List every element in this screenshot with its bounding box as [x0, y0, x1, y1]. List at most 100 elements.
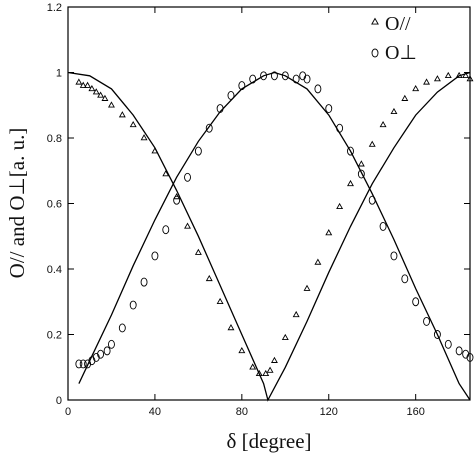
data-point-o-parallel [368, 140, 376, 147]
data-point-o-perp [368, 195, 376, 205]
legend-circle-marker [371, 48, 379, 58]
data-point-o-perp [423, 316, 430, 326]
data-point-o-perp [303, 74, 311, 84]
data-point-o-parallel [205, 274, 213, 282]
data-point-o-parallel [379, 120, 387, 128]
data-point-o-parallel [238, 346, 246, 354]
x-tick-label: 120 [320, 406, 338, 418]
legend-marker-triangle [371, 17, 379, 25]
data-point-o-parallel [412, 84, 420, 92]
data-point-o-perp [433, 330, 441, 339]
data-point-o-parallel [270, 356, 278, 363]
data-point-o-perp [466, 352, 474, 362]
data-point-o-parallel [227, 324, 235, 331]
data-point-o-perp [103, 346, 111, 356]
data-point-o-parallel [151, 147, 159, 154]
data-point-o-parallel [118, 111, 126, 118]
data-point-o-perp [162, 225, 170, 235]
data-point-o-parallel [107, 101, 115, 108]
data-point-o-parallel [216, 297, 224, 304]
data-point-o-perp [129, 300, 137, 310]
data-point-o-parallel [92, 88, 100, 95]
x-tick-label: 160 [406, 406, 424, 418]
data-point-o-perp [270, 71, 278, 81]
data-point-o-perp [184, 172, 191, 182]
data-point-o-parallel [325, 229, 333, 236]
plot-frame [67, 6, 471, 401]
x-tick-label: 80 [236, 406, 248, 418]
data-point-o-perp [75, 359, 83, 369]
data-point-o-perp [325, 104, 333, 113]
data-point-o-parallel [262, 369, 270, 377]
data-point-o-perp [140, 277, 148, 287]
data-point-o-perp [79, 359, 87, 369]
data-point-o-parallel [162, 170, 170, 177]
y-tick-label: 0.4 [47, 264, 62, 276]
data-point-o-perp [227, 90, 235, 100]
data-point-o-parallel [336, 202, 344, 210]
data-point-o-parallel [401, 94, 409, 101]
fit-line [67, 71, 471, 402]
data-point-o-parallel [79, 81, 87, 88]
fit-lines [67, 71, 471, 402]
data-point-o-perp [292, 74, 300, 84]
legend-label-o-perp: O⊥ [385, 42, 417, 64]
data-point-o-parallel [184, 222, 191, 229]
data-point-o-parallel [140, 134, 148, 141]
data-point-o-perp [238, 81, 246, 91]
data-point-o-perp [401, 274, 409, 284]
data-point-o-perp [444, 339, 452, 349]
data-point-o-perp [108, 339, 115, 349]
data-point-o-parallel [129, 120, 137, 128]
data-point-o-parallel [433, 75, 441, 82]
data-point-o-parallel [303, 284, 311, 291]
legend-marker-circle [371, 48, 379, 58]
data-point-o-parallel [347, 179, 354, 187]
y-tick-label: 0 [56, 395, 62, 407]
data-point-o-parallel [75, 78, 83, 85]
data-point-o-parallel [101, 94, 109, 101]
y-tick-label: 0.6 [47, 199, 62, 211]
x-tick-label: 40 [149, 406, 161, 418]
data-point-o-perp [412, 297, 420, 307]
legend-label-o-parallel: O// [385, 13, 411, 35]
data-point-o-perp [249, 74, 257, 84]
data-point-o-perp [336, 123, 344, 133]
legend: O// O⊥ [371, 13, 417, 64]
x-axis-label: δ [degree] [226, 429, 311, 453]
data-points [75, 71, 474, 377]
data-point-o-perp [390, 251, 398, 261]
data-point-o-perp [314, 84, 322, 94]
data-point-o-perp [260, 71, 268, 81]
data-point-o-parallel [466, 75, 474, 82]
data-point-o-perp [357, 169, 365, 179]
data-point-o-perp [216, 104, 224, 113]
data-point-o-perp [194, 146, 202, 156]
data-point-o-parallel [357, 160, 365, 167]
data-point-o-parallel [462, 71, 470, 79]
data-point-o-parallel [84, 81, 92, 88]
data-point-o-parallel [194, 248, 202, 255]
data-point-o-perp [118, 323, 126, 333]
y-axis-label: O// and O⊥[a. u.] [5, 128, 29, 279]
data-point-o-perp [455, 346, 463, 356]
y-tick-label: 1 [56, 68, 62, 80]
data-point-o-parallel [292, 310, 300, 318]
fit-line [78, 71, 471, 401]
data-point-o-parallel [97, 91, 105, 98]
y-tick-label: 0.8 [47, 133, 62, 145]
data-point-o-parallel [266, 366, 274, 373]
data-point-o-parallel [390, 107, 398, 115]
data-point-o-perp [151, 251, 159, 261]
y-tick-label: 1.2 [47, 2, 62, 14]
data-point-o-parallel [88, 84, 96, 92]
data-point-o-parallel [249, 363, 257, 370]
data-point-o-perp [173, 195, 181, 205]
data-point-o-parallel [444, 71, 452, 79]
y-tick-label: 0.2 [47, 330, 62, 342]
data-point-o-perp [281, 71, 289, 81]
data-point-o-parallel [423, 78, 431, 85]
data-point-o-parallel [281, 333, 289, 341]
x-tick-label: 0 [65, 406, 71, 418]
